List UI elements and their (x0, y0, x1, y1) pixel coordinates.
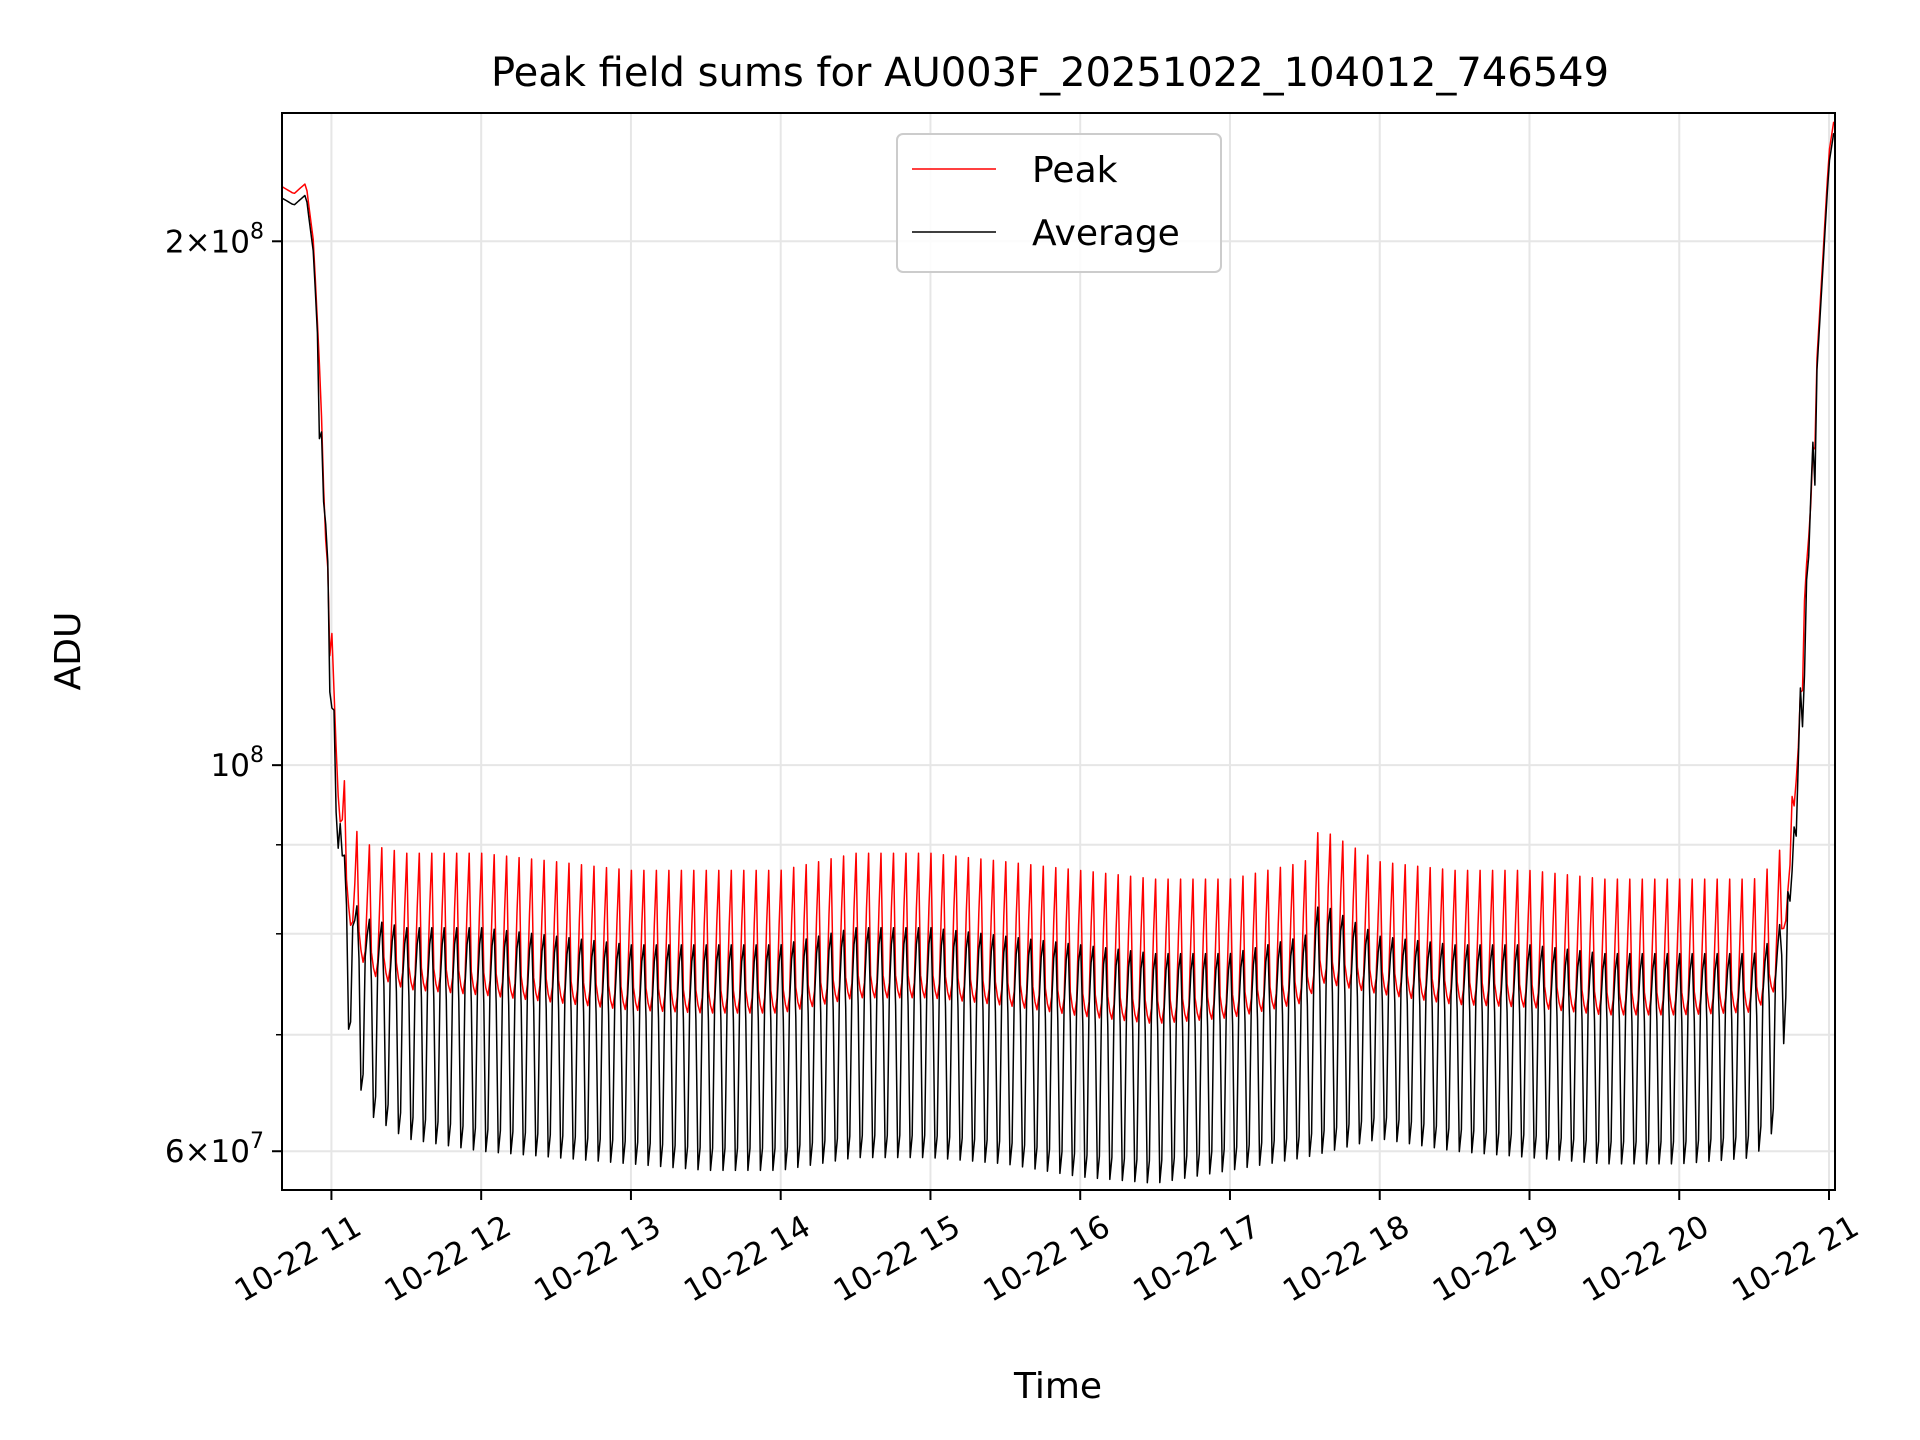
y-tick-label: 108 (211, 743, 264, 784)
y-tick-label: 6×107 (165, 1129, 264, 1170)
legend-label-peak: Peak (1032, 150, 1118, 191)
y-tick-label: 2×108 (165, 219, 264, 260)
y-axis-label: ADU (48, 612, 89, 691)
plot-area (282, 121, 1835, 1184)
x-axis-label: Time (1013, 1366, 1102, 1407)
series-line-peak (282, 121, 1835, 1024)
series-line-average (282, 132, 1835, 1184)
y-axis: 6×107 108 2×108 (165, 219, 282, 1170)
chart-title: Peak field sums for AU003F_20251022_1040… (491, 50, 1609, 96)
legend-label-average: Average (1032, 213, 1180, 254)
legend: Peak Average (896, 133, 1222, 273)
plot-frame (281, 112, 1836, 1191)
